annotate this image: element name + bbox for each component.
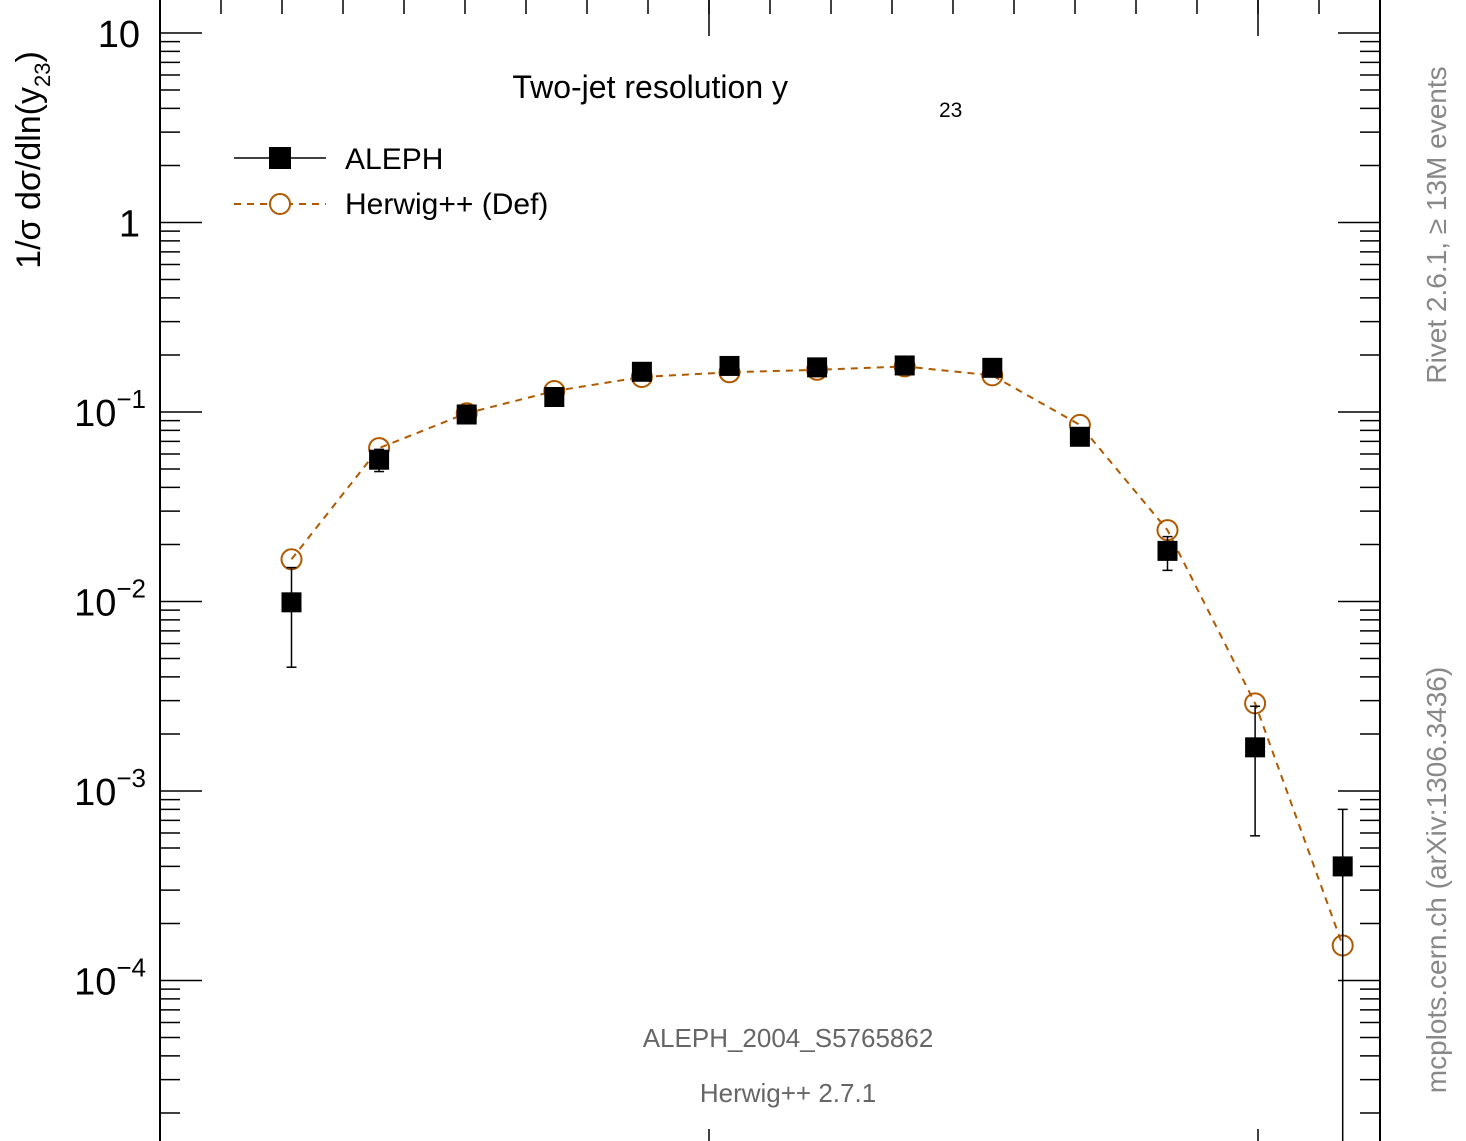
y-tick-label: 10−1: [74, 384, 146, 435]
aleph-point: [719, 355, 740, 376]
annotation-generator: Herwig++ 2.7.1: [700, 1078, 876, 1108]
legend-herwig-marker: [269, 193, 291, 215]
annotation-analysis-id: ALEPH_2004_S5765862: [643, 1023, 934, 1053]
aleph-series: [281, 355, 1353, 1141]
y-axis-tick-labels: 10 1 10−1 10−2 10−3 10−4: [74, 14, 146, 1004]
aleph-point: [281, 592, 302, 613]
y-tick-label: 10−3: [74, 763, 146, 814]
legend-aleph-marker: [269, 147, 291, 169]
side-label-rivet: Rivet 2.6.1, ≥ 13M events: [1421, 66, 1452, 383]
y-tick-label: 1: [119, 204, 140, 246]
y-tick-label: 10−2: [74, 574, 146, 625]
aleph-point: [1157, 540, 1178, 561]
aleph-point: [369, 449, 390, 470]
aleph-point: [807, 357, 828, 378]
legend: ALEPH Herwig++ (Def): [234, 143, 548, 221]
y-tick-label: 10−4: [74, 953, 146, 1004]
aleph-point: [456, 404, 477, 425]
herwig-series: [280, 355, 1354, 957]
y-axis-title-text: 1/σ dσ/dln(y23): [10, 51, 55, 269]
x-axis-ticks: [159, 0, 1381, 1141]
aleph-point: [894, 355, 915, 376]
aleph-point: [1069, 426, 1090, 447]
legend-aleph-label: ALEPH: [345, 143, 443, 176]
chart-title: Two-jet resolution y: [512, 69, 788, 105]
aleph-point: [1332, 856, 1353, 877]
chart-title-subscript: 23: [939, 99, 962, 122]
herwig-line: [290, 365, 1344, 946]
legend-item-aleph: ALEPH: [234, 143, 443, 176]
y-tick-label: 10: [98, 14, 140, 56]
y-axis-title: 1/σ dσ/dln(y23): [10, 51, 55, 269]
plot-frame: [159, 0, 1381, 1141]
aleph-point: [544, 386, 565, 407]
aleph-point: [631, 361, 652, 382]
side-label-mcplots: mcplots.cern.ch (arXiv:1306.3436): [1421, 667, 1452, 1093]
aleph-point: [1245, 737, 1266, 758]
aleph-point: [982, 357, 1003, 378]
y-axis-ticks: [160, 32, 1380, 1114]
legend-herwig-label: Herwig++ (Def): [345, 188, 548, 221]
legend-item-herwig: Herwig++ (Def): [234, 188, 548, 221]
